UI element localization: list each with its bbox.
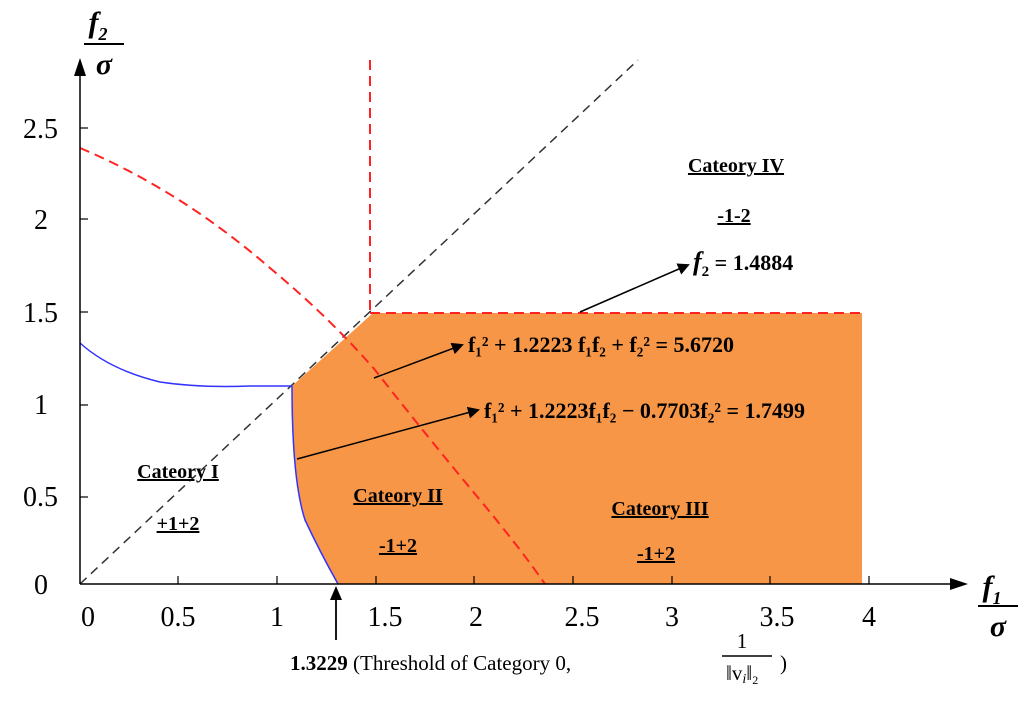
x-tick-label: 3 — [665, 602, 679, 633]
category-2-sign: -1+2 — [379, 535, 417, 557]
equation-ellipse: f₁² + 1.2223 f₁f₂ + f₂² = 5.6720 — [468, 332, 734, 357]
category-4-title: Cateory IV — [688, 155, 785, 177]
y-tick-marks — [80, 127, 88, 498]
x-tick-label: 0 — [81, 602, 95, 633]
x-tick-label: 1.5 — [368, 602, 403, 633]
shaded-region — [292, 313, 862, 584]
category-3-sign: -1+2 — [637, 543, 675, 565]
svg-text:1: 1 — [737, 629, 748, 653]
threshold-arrowhead — [330, 586, 342, 600]
svg-text:σ: σ — [96, 48, 113, 81]
arrow-ellipse — [373, 342, 464, 379]
svg-text:σ: σ — [990, 610, 1007, 643]
x-tick-label: 0.5 — [161, 602, 196, 633]
arrow-f2-line — [579, 263, 690, 313]
y-tick-label: 2.5 — [23, 114, 58, 145]
svg-text:1.3229 (Threshold of Category: 1.3229 (Threshold of Category 0, — [290, 651, 571, 675]
y-tick-label: 1 — [34, 390, 48, 421]
x-tick-label: 1 — [270, 602, 284, 633]
x-tick-label: 2 — [469, 602, 483, 633]
y-axis-label: f2 σ — [84, 6, 124, 81]
x-tick-label: 2.5 — [565, 602, 600, 633]
x-tick-marks — [177, 576, 870, 584]
equation-f2: f2 = 1.4884 — [693, 247, 793, 280]
y-tick-label: 2 — [34, 205, 48, 236]
red-ellipse-curve — [79, 147, 546, 585]
svg-text:f2: f2 — [89, 6, 108, 44]
category-1-sign: +1+2 — [157, 513, 200, 535]
y-tick-label: 0.5 — [23, 482, 58, 513]
y-tick-label: 0 — [34, 570, 48, 601]
x-tick-label: 4 — [862, 602, 876, 633]
svg-text:‖vi‖2: ‖vi‖2 — [726, 661, 758, 687]
diagonal-line — [79, 59, 639, 585]
x-axis-arrow — [950, 578, 968, 590]
category-3-title: Cateory III — [611, 498, 708, 520]
arrow-hyperbola — [296, 406, 480, 460]
y-tick-label: 1.5 — [23, 298, 58, 329]
svg-text:): ) — [780, 651, 787, 675]
y-axis-arrow — [74, 58, 86, 76]
equation-hyperbola: f₁² + 1.2223f₁f₂ − 0.7703f₂² = 1.7499 — [484, 398, 805, 423]
blue-boundary-left — [291, 385, 339, 585]
x-axis-label: f1 σ — [978, 570, 1018, 643]
blue-boundary-top — [79, 342, 292, 388]
category-4-sign: -1-2 — [717, 205, 750, 227]
threshold-label: 1.3229 (Threshold of Category 0, 1 ‖vi‖2… — [290, 629, 787, 687]
x-tick-label: 3.5 — [760, 602, 795, 633]
svg-text:f1: f1 — [983, 570, 1002, 608]
category-1-title: Cateory I — [137, 461, 219, 483]
category-2-title: Cateory II — [353, 485, 443, 507]
